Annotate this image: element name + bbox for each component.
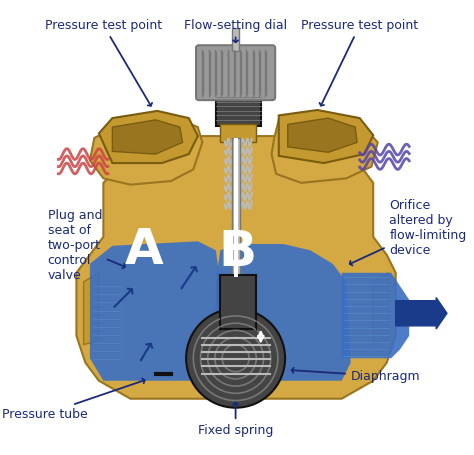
Polygon shape [373, 273, 389, 345]
Text: Diaphragm: Diaphragm [292, 368, 420, 383]
Text: B: B [219, 228, 257, 276]
Polygon shape [90, 241, 220, 381]
Bar [232, 138, 240, 277]
Text: Plug and
seat of
two-port
control
valve: Plug and seat of two-port control valve [47, 209, 125, 282]
FancyBboxPatch shape [196, 45, 275, 100]
Polygon shape [272, 118, 378, 183]
Text: Pressure tube: Pressure tube [2, 379, 145, 421]
Polygon shape [76, 136, 396, 399]
Polygon shape [288, 118, 357, 152]
Polygon shape [90, 120, 202, 185]
Polygon shape [279, 110, 373, 163]
Text: Pressure test point: Pressure test point [301, 19, 418, 106]
Text: Orifice
altered by
flow-limiting
device: Orifice altered by flow-limiting device [350, 199, 466, 265]
Circle shape [186, 309, 285, 408]
Polygon shape [216, 244, 351, 381]
Polygon shape [112, 120, 182, 154]
Polygon shape [342, 273, 409, 358]
Bar [216, 95, 261, 126]
Bar [220, 124, 256, 142]
Polygon shape [83, 273, 99, 345]
Bar [234, 138, 238, 277]
Bar [199, 48, 273, 97]
FancyArrow shape [396, 298, 447, 329]
Bar [232, 28, 239, 51]
Text: A: A [125, 226, 164, 274]
Text: Flow-setting dial: Flow-setting dial [184, 19, 287, 42]
Bar [220, 274, 256, 329]
Text: Fixed spring: Fixed spring [198, 403, 273, 437]
Polygon shape [99, 111, 198, 163]
Text: Pressure test point: Pressure test point [45, 19, 162, 106]
